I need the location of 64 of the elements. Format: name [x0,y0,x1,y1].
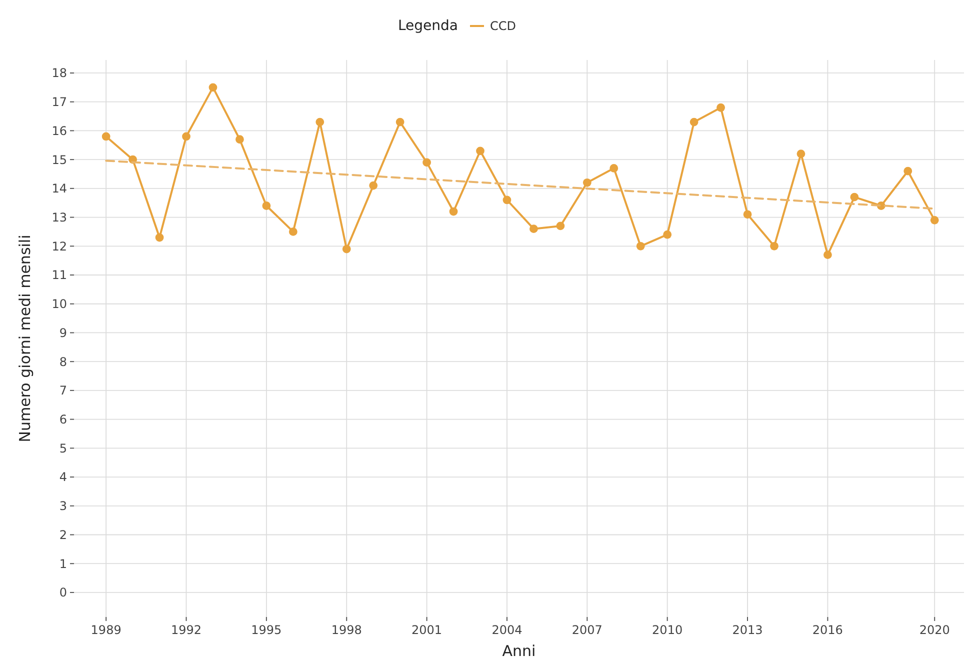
point [476,146,484,156]
y-tick-label: 12 [52,239,67,254]
point [449,207,458,216]
y-tick-label: 10 [52,297,67,312]
point [342,244,351,254]
y-tick-label: 8 [59,354,67,369]
y-tick-label: 7 [59,384,67,398]
y-tick-label: 4 [59,470,67,484]
legend-label: CCD [490,19,516,33]
y-tick-label: 17 [52,95,67,110]
y-axis-title: Numero giorni medi mensili [16,234,34,442]
x-tick-label: 2013 [732,623,763,637]
y-tick-label: 6 [59,412,67,427]
x-tick-label: 2001 [412,623,442,637]
point [716,103,725,112]
y-tick-label: 3 [59,499,67,514]
y-tick-label: 14 [52,182,67,196]
point [850,192,859,202]
x-tick-label: 2010 [652,623,683,637]
y-tick-label: 18 [52,66,67,80]
point [823,250,832,260]
point [530,224,538,234]
point [743,210,752,219]
point [262,202,271,210]
point [930,216,939,224]
y-tick-label: 15 [52,152,67,167]
point [369,181,378,190]
legend-title: Legenda [398,18,458,34]
point [288,228,298,236]
x-tick-label: 2004 [492,623,522,637]
point [396,118,404,126]
y-tick-label: 13 [52,210,67,224]
point [904,166,912,176]
y-tick-label: 0 [59,586,67,600]
x-tick-label: 2016 [812,623,843,637]
point [502,196,512,204]
x-tick-label: 1992 [170,623,202,637]
point [102,132,110,141]
y-tick-label: 16 [52,124,67,138]
x-tick-label: 2020 [919,623,950,637]
point [556,222,565,230]
point [316,118,324,126]
point [182,132,190,141]
point [770,242,778,250]
point [582,178,592,187]
point [663,230,672,239]
y-tick-label: 2 [59,528,67,542]
x-tick-label: 1998 [331,623,362,637]
y-tick-label: 9 [59,326,67,340]
point [236,135,244,144]
point [208,83,218,92]
x-axis-title: Anni [502,642,536,660]
x-tick-label: 1989 [90,623,122,637]
x-tick-label: 1995 [251,623,282,637]
point [636,242,645,250]
point [796,150,806,158]
point [690,118,698,126]
point [610,164,618,172]
y-tick-label: 1 [59,556,67,571]
point [155,233,164,242]
y-tick-label: 11 [52,268,67,282]
point [422,158,431,167]
x-tick-label: 2007 [572,623,602,637]
y-tick-label: 5 [59,441,67,456]
